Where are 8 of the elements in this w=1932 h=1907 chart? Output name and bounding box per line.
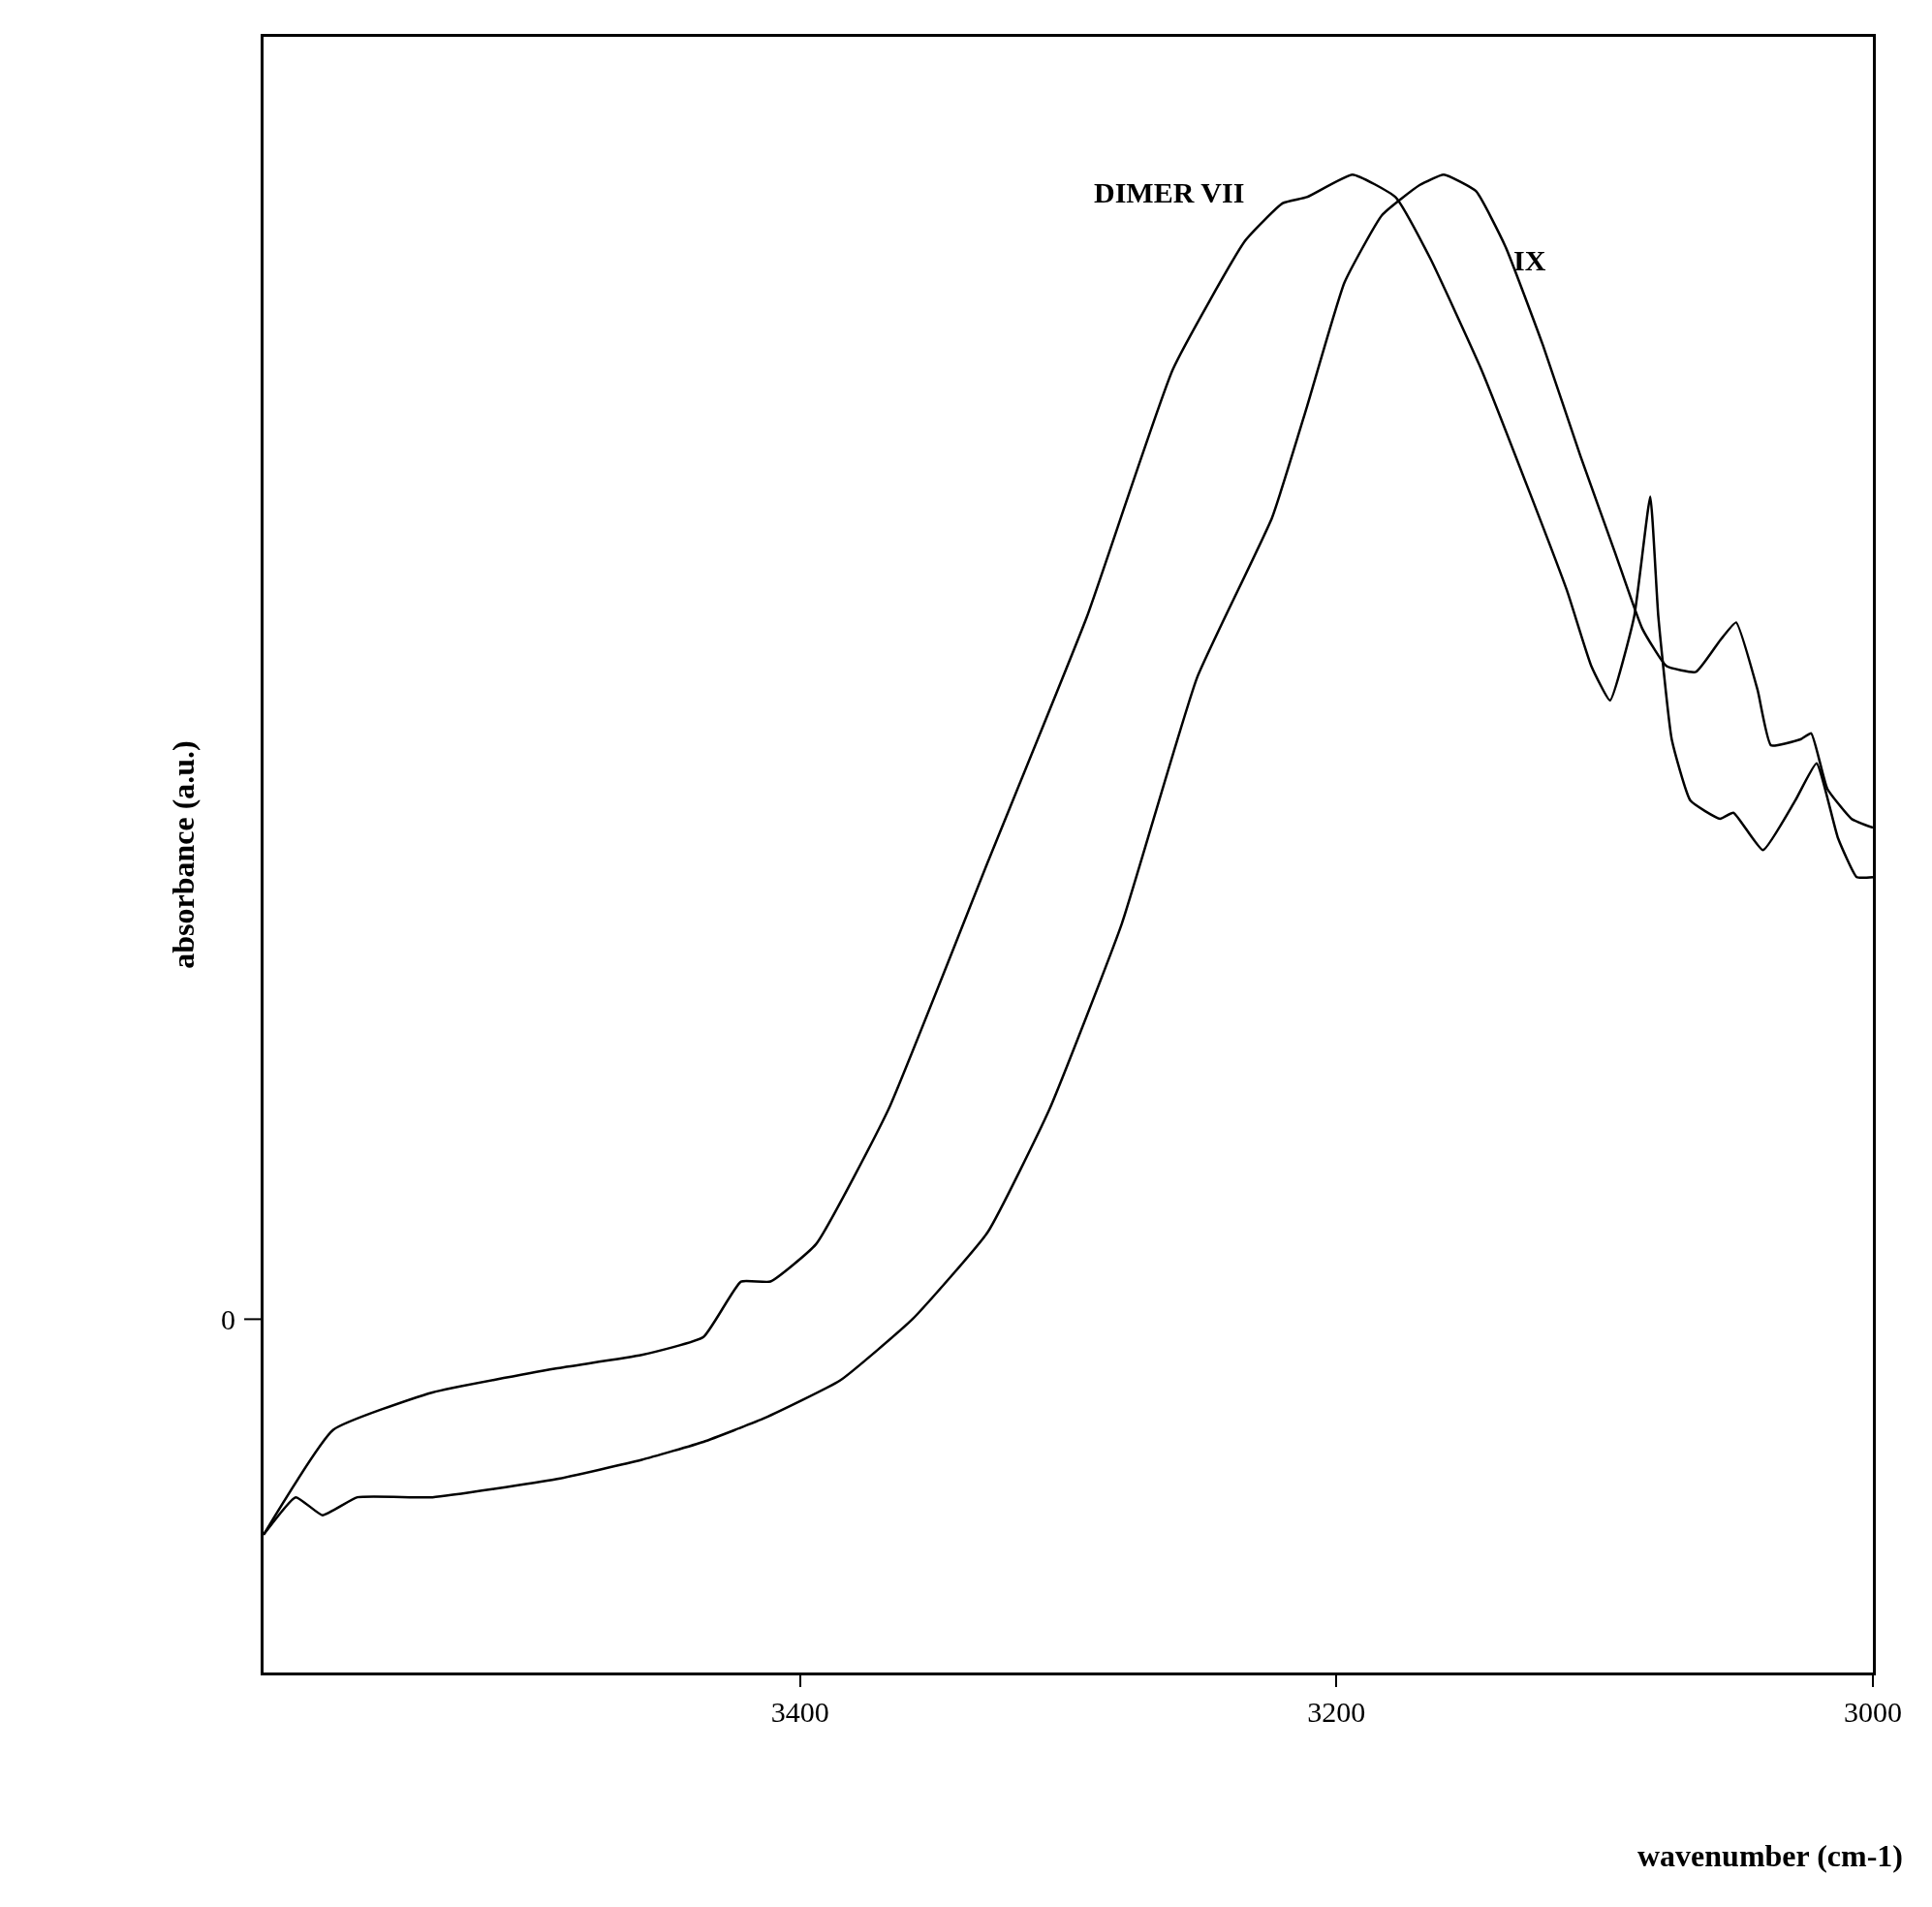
x-axis-title: wavenumber (cm-1) [1637,1838,1904,1873]
series-label: IX [1513,244,1546,276]
x-tick-label: 3400 [770,1695,829,1728]
y-axis-title: absorbance (a.u.) [165,740,201,969]
text: 0 [221,1303,235,1335]
x-tick-label: 3200 [1307,1695,1366,1728]
x-tick-label: 3000 [1844,1695,1902,1728]
series-label: DIMER VII [1094,176,1245,208]
